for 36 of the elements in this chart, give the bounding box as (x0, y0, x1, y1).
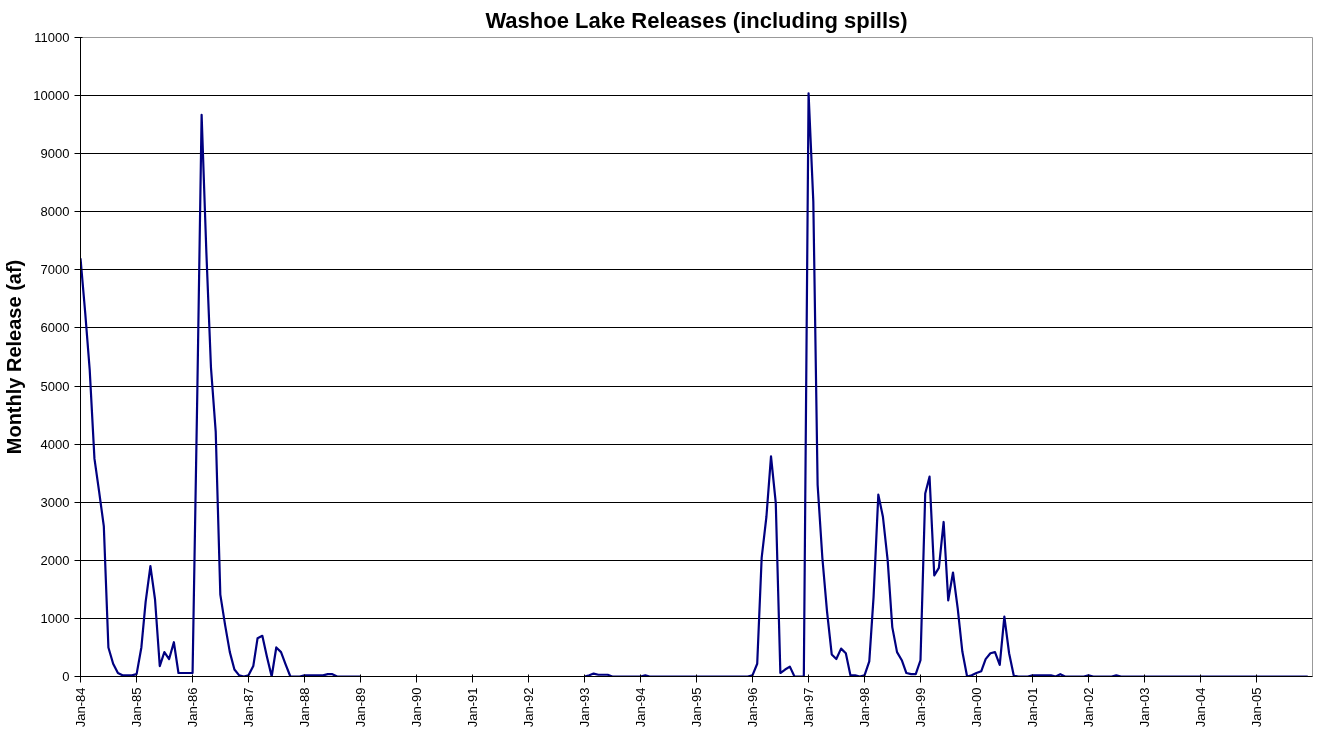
x-tick-label: Jan-96 (744, 687, 760, 728)
y-tick-label: 8000 (40, 204, 70, 220)
x-tick-label: Jan-95 (689, 687, 704, 728)
x-tick-label: Jan-02 (1081, 687, 1097, 728)
x-tick-label: Jan-99 (912, 687, 928, 728)
y-tick-label: 3000 (40, 494, 70, 510)
chart-title: Washoe Lake Releases (including spills) (485, 7, 908, 33)
y-tick-label: 11000 (34, 30, 70, 45)
y-tick-label: 0 (62, 669, 70, 684)
y-tick-label: 7000 (40, 262, 70, 278)
y-axis-title: Monthly Release (af) (3, 259, 26, 455)
x-tick-label: Jan-98 (857, 687, 873, 728)
y-tick-label: 4000 (40, 436, 70, 452)
x-tick-label: Jan-01 (1025, 687, 1041, 728)
x-tick-label: Jan-90 (409, 687, 425, 728)
x-tick-label: Jan-00 (968, 687, 984, 728)
x-tick-label: Jan-05 (1249, 687, 1265, 728)
x-tick-label: Jan-88 (296, 687, 312, 728)
y-tick-label: 2000 (40, 552, 70, 568)
x-tick-label: Jan-89 (353, 687, 369, 728)
x-tick-label: Jan-87 (241, 687, 257, 728)
x-tick-label: Jan-97 (801, 687, 817, 728)
x-tick-label: Jan-94 (633, 687, 649, 728)
y-tick-label: 5000 (40, 378, 70, 394)
y-tick-label: 1000 (40, 610, 70, 626)
x-tick-label: Jan-85 (129, 687, 145, 728)
y-tick-label: 10000 (33, 88, 70, 104)
y-tick-label: 6000 (40, 320, 70, 336)
x-tick-label: Jan-92 (520, 687, 536, 728)
y-tick-label: 9000 (40, 146, 70, 162)
x-tick-label: Jan-03 (1136, 687, 1152, 728)
x-tick-label: Jan-86 (185, 687, 201, 728)
x-tick-label: Jan-93 (577, 687, 593, 728)
x-tick-label: Jan-04 (1192, 687, 1208, 728)
x-tick-label: Jan-84 (73, 687, 88, 728)
x-tick-label: Jan-91 (465, 687, 481, 728)
